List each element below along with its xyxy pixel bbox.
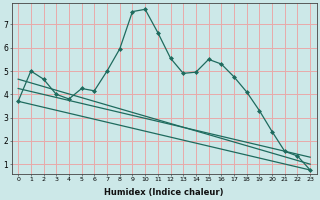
X-axis label: Humidex (Indice chaleur): Humidex (Indice chaleur) [104,188,224,197]
